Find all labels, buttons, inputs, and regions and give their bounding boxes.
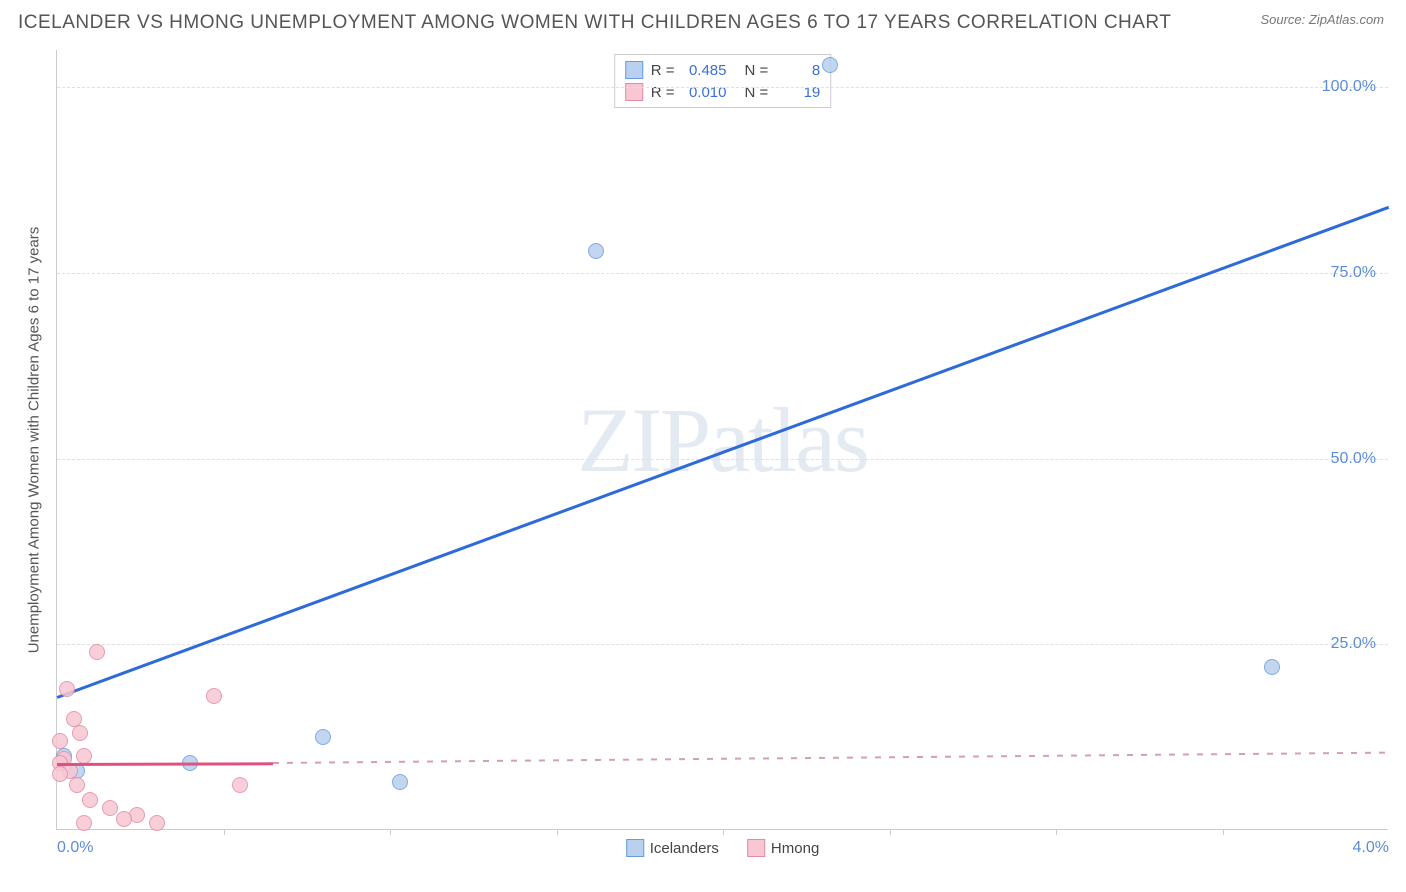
- x-tick-mark: [224, 829, 225, 835]
- x-tick-mark: [390, 829, 391, 835]
- swatch-icon: [626, 839, 644, 857]
- stat-r-value: 0.485: [683, 62, 727, 79]
- plot-area: ZIPatlas R = 0.485 N = 8 R = 0.010 N = 1…: [56, 50, 1388, 830]
- data-point: [1264, 659, 1280, 675]
- data-point: [232, 777, 248, 793]
- y-tick-label: 75.0%: [1331, 264, 1376, 282]
- swatch-icon: [625, 61, 643, 79]
- data-point: [52, 733, 68, 749]
- y-axis-label: Unemployment Among Women with Children A…: [26, 227, 43, 654]
- data-point: [69, 777, 85, 793]
- swatch-icon: [747, 839, 765, 857]
- gridline: [57, 644, 1388, 645]
- data-point: [102, 800, 118, 816]
- x-tick-label: 4.0%: [1353, 839, 1389, 857]
- data-point: [72, 725, 88, 741]
- data-point: [116, 811, 132, 827]
- y-tick-label: 100.0%: [1322, 78, 1376, 96]
- data-point: [76, 815, 92, 831]
- gridline: [57, 459, 1388, 460]
- trend-line: [57, 762, 273, 766]
- data-point: [89, 644, 105, 660]
- data-point: [315, 729, 331, 745]
- stat-r-value: 0.010: [683, 84, 727, 101]
- stat-label: R =: [651, 62, 675, 79]
- data-point: [76, 748, 92, 764]
- data-point: [66, 711, 82, 727]
- data-point: [59, 681, 75, 697]
- trend-line: [273, 752, 1389, 764]
- y-tick-label: 25.0%: [1331, 635, 1376, 653]
- watermark: ZIPatlas: [577, 387, 868, 493]
- series-legend: Icelanders Hmong: [626, 839, 820, 857]
- data-point: [588, 243, 604, 259]
- gridline: [57, 87, 1388, 88]
- stat-n-value: 19: [776, 84, 820, 101]
- chart-source: Source: ZipAtlas.com: [1260, 12, 1384, 27]
- stat-label: R =: [651, 84, 675, 101]
- x-tick-mark: [1223, 829, 1224, 835]
- stats-row: R = 0.010 N = 19: [625, 81, 821, 103]
- x-tick-mark: [723, 829, 724, 835]
- stats-row: R = 0.485 N = 8: [625, 59, 821, 81]
- data-point: [52, 766, 68, 782]
- data-point: [206, 688, 222, 704]
- data-point: [149, 815, 165, 831]
- legend-label: Icelanders: [650, 840, 719, 857]
- legend-label: Hmong: [771, 840, 819, 857]
- trend-line: [57, 206, 1390, 699]
- data-point: [822, 57, 838, 73]
- y-tick-label: 50.0%: [1331, 450, 1376, 468]
- x-tick-mark: [1056, 829, 1057, 835]
- data-point: [82, 792, 98, 808]
- x-tick-label: 0.0%: [57, 839, 93, 857]
- x-tick-mark: [557, 829, 558, 835]
- legend-item: Icelanders: [626, 839, 719, 857]
- gridline: [57, 273, 1388, 274]
- legend-item: Hmong: [747, 839, 819, 857]
- stat-label: N =: [745, 84, 769, 101]
- stat-n-value: 8: [776, 62, 820, 79]
- stats-legend: R = 0.485 N = 8 R = 0.010 N = 19: [614, 54, 832, 108]
- data-point: [392, 774, 408, 790]
- swatch-icon: [625, 83, 643, 101]
- stat-label: N =: [745, 62, 769, 79]
- x-tick-mark: [890, 829, 891, 835]
- chart-title: ICELANDER VS HMONG UNEMPLOYMENT AMONG WO…: [18, 12, 1171, 34]
